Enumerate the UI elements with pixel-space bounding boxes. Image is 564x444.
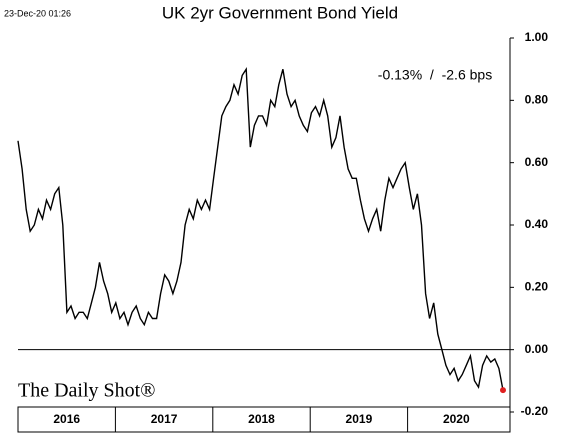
y-tick-label: 0.80 xyxy=(525,93,549,107)
y-tick-label: 1.00 xyxy=(525,30,549,44)
y-tick-label: -0.20 xyxy=(521,404,549,418)
x-tick-label: 2016 xyxy=(53,412,80,426)
line-series xyxy=(17,67,504,391)
logo: The Daily Shot® xyxy=(18,380,155,402)
x-tick-label: 2020 xyxy=(443,412,470,426)
annotation: -0.13% / -2.6 bps xyxy=(378,67,492,83)
x-tick-label: 2017 xyxy=(151,412,178,426)
x-axis-box xyxy=(17,406,511,433)
y-tick-label: 0.60 xyxy=(525,155,549,169)
timestamp: 23-Dec-20 01:26 xyxy=(4,8,71,18)
x-tick-label: 2018 xyxy=(248,412,275,426)
end-marker xyxy=(500,387,506,394)
y-tick-label: 0.40 xyxy=(525,217,549,231)
x-tick-label: 2019 xyxy=(346,412,373,426)
y-tick-label: 0.20 xyxy=(525,280,549,294)
chart-title: UK 2yr Government Bond Yield xyxy=(162,3,398,22)
y-tick-label: 0.00 xyxy=(525,342,549,356)
